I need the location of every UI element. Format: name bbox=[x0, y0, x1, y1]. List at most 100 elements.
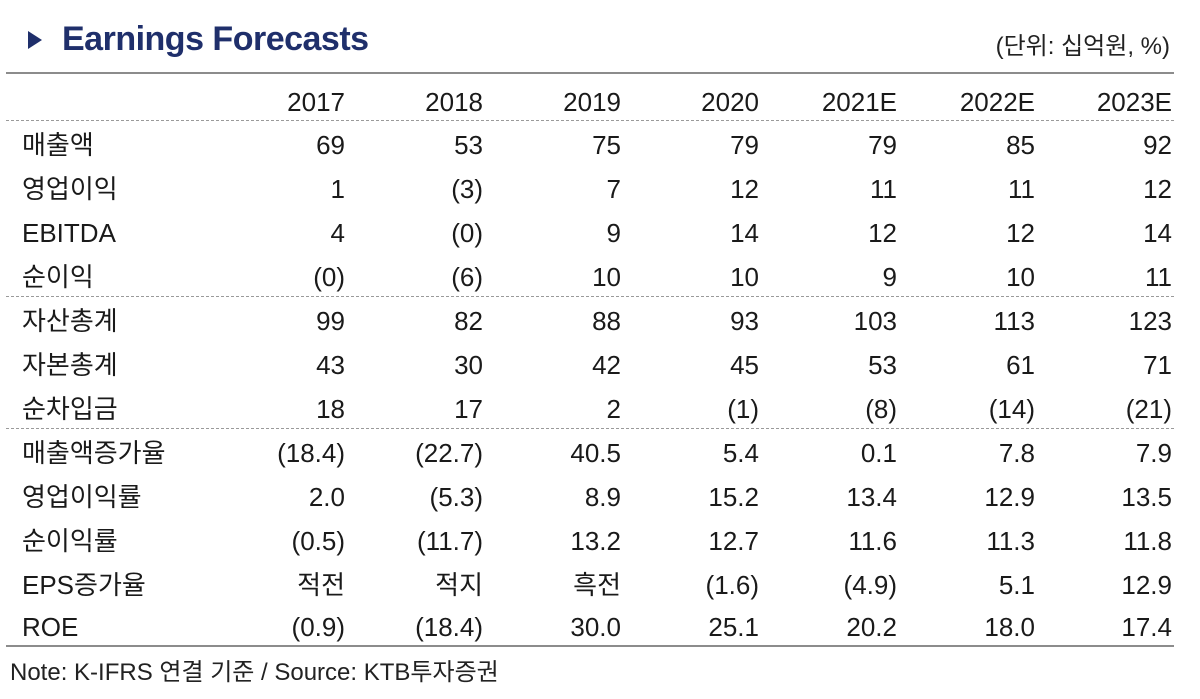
table-top-rule bbox=[6, 72, 1174, 74]
row-label: 자산총계 bbox=[22, 306, 118, 336]
table-cell: 10 bbox=[730, 262, 759, 292]
table-cell: 10 bbox=[592, 262, 621, 292]
table-cell: 12.9 bbox=[1121, 570, 1172, 600]
row-label: EPS증가율 bbox=[22, 570, 146, 600]
table-cell: 5.1 bbox=[998, 570, 1035, 600]
table-row: 자본총계 43 30 42 45 53 61 71 bbox=[0, 343, 1200, 387]
table-cell: (8) bbox=[865, 394, 897, 424]
table-cell: 17.4 bbox=[1121, 612, 1172, 642]
table-cell: 71 bbox=[1143, 350, 1172, 380]
table-cell: 17 bbox=[454, 394, 483, 424]
table-cell: 79 bbox=[730, 130, 759, 160]
row-label: EBITDA bbox=[22, 218, 116, 248]
table-cell: 82 bbox=[454, 306, 483, 336]
table-cell: 43 bbox=[316, 350, 345, 380]
table-cell: (6) bbox=[451, 262, 483, 292]
table-cell: 42 bbox=[592, 350, 621, 380]
table-cell: 7.8 bbox=[998, 438, 1035, 468]
table-cell: 9 bbox=[882, 262, 897, 292]
table-cell: 45 bbox=[730, 350, 759, 380]
footnote: Note: K-IFRS 연결 기준 / Source: KTB투자증권 bbox=[10, 659, 499, 686]
table-cell: (1.6) bbox=[705, 570, 759, 600]
table-cell: 40.5 bbox=[570, 438, 621, 468]
column-header: 2019 bbox=[563, 87, 621, 117]
table-cell: 8.9 bbox=[584, 482, 621, 512]
column-header: 2017 bbox=[287, 87, 345, 117]
table-cell: (21) bbox=[1125, 394, 1172, 424]
column-header: 2021E bbox=[821, 87, 897, 117]
table-cell: 4 bbox=[330, 218, 345, 248]
table-cell: 11.8 bbox=[1123, 526, 1172, 556]
table-cell: 88 bbox=[592, 306, 621, 336]
table-cell: 92 bbox=[1143, 130, 1172, 160]
table-row: 영업이익 1 (3) 7 12 11 11 12 bbox=[0, 167, 1200, 211]
table-cell: (14) bbox=[988, 394, 1035, 424]
table-cell: 11 bbox=[1145, 262, 1172, 292]
row-label: 매출액 bbox=[22, 130, 94, 160]
table-cell: 2.0 bbox=[308, 482, 345, 512]
table-cell: (0.5) bbox=[291, 526, 345, 556]
row-label: 영업이익 bbox=[22, 174, 118, 204]
table-cell: (11.7) bbox=[417, 526, 483, 556]
table-cell: 흑전 bbox=[573, 570, 621, 600]
table-cell: 0.1 bbox=[860, 438, 897, 468]
table-cell: 75 bbox=[592, 130, 621, 160]
table-row: ROE (0.9) (18.4) 30.0 25.1 20.2 18.0 17.4 bbox=[0, 605, 1200, 649]
table-cell: 99 bbox=[316, 306, 345, 336]
table-row: 순이익률 (0.5) (11.7) 13.2 12.7 11.6 11.3 11.8 bbox=[0, 519, 1200, 563]
table-cell: 30.0 bbox=[570, 612, 621, 642]
table-bottom-rule bbox=[6, 645, 1174, 647]
row-group-separator bbox=[6, 428, 1174, 429]
table-cell: 79 bbox=[868, 130, 897, 160]
header: Earnings Forecasts (단위: 십억원, %) bbox=[0, 0, 1200, 72]
table-cell: 12.9 bbox=[984, 482, 1035, 512]
table-cell: 12 bbox=[868, 218, 897, 248]
table-cell: 11.6 bbox=[848, 526, 897, 556]
table-cell: (1) bbox=[727, 394, 759, 424]
table-cell: 2 bbox=[606, 394, 621, 424]
table-cell: 123 bbox=[1128, 306, 1172, 336]
table-cell: 18.0 bbox=[984, 612, 1035, 642]
table-cell: (0.9) bbox=[291, 612, 345, 642]
row-label: 순이익률 bbox=[22, 526, 118, 556]
table-cell: (18.4) bbox=[415, 612, 483, 642]
table-row: 매출액 69 53 75 79 79 85 92 bbox=[0, 123, 1200, 167]
table-cell: 적전 bbox=[297, 570, 345, 600]
table-row: 매출액증가율 (18.4) (22.7) 40.5 5.4 0.1 7.8 7.9 bbox=[0, 431, 1200, 475]
table-cell: (18.4) bbox=[277, 438, 345, 468]
column-header: 2023E bbox=[1096, 87, 1172, 117]
table-cell: 13.2 bbox=[570, 526, 621, 556]
table-cell: 14 bbox=[1143, 218, 1172, 248]
row-label: 영업이익률 bbox=[22, 482, 142, 512]
table-cell: 53 bbox=[454, 130, 483, 160]
table-cell: 10 bbox=[1006, 262, 1035, 292]
table-cell: (4.9) bbox=[843, 570, 897, 600]
table-cell: 12 bbox=[730, 174, 759, 204]
table-cell: 13.5 bbox=[1121, 482, 1172, 512]
table-cell: 93 bbox=[730, 306, 759, 336]
table-cell: 113 bbox=[993, 306, 1035, 336]
table-cell: 13.4 bbox=[846, 482, 897, 512]
row-label: 순이익 bbox=[22, 262, 94, 292]
table-cell: (0) bbox=[451, 218, 483, 248]
row-group-separator bbox=[6, 296, 1174, 297]
row-label: 순차입금 bbox=[22, 394, 118, 424]
table-cell: (5.3) bbox=[429, 482, 483, 512]
table-cell: 30 bbox=[454, 350, 483, 380]
table-cell: 18 bbox=[316, 394, 345, 424]
unit-label: (단위: 십억원, %) bbox=[995, 33, 1170, 60]
table-cell: 69 bbox=[316, 130, 345, 160]
page-title: Earnings Forecasts bbox=[62, 20, 369, 58]
table-cell: (22.7) bbox=[415, 438, 483, 468]
table-cell: 7.9 bbox=[1135, 438, 1172, 468]
column-header: 2018 bbox=[425, 87, 483, 117]
table-cell: 12.7 bbox=[708, 526, 759, 556]
table-cell: 20.2 bbox=[846, 612, 897, 642]
table-cell: 9 bbox=[606, 218, 621, 248]
table-cell: 적지 bbox=[435, 570, 483, 600]
table-cell: 85 bbox=[1006, 130, 1035, 160]
row-group-separator bbox=[6, 120, 1174, 121]
table-cell: 5.4 bbox=[722, 438, 759, 468]
table-cell: 12 bbox=[1006, 218, 1035, 248]
table-cell: 7 bbox=[606, 174, 621, 204]
